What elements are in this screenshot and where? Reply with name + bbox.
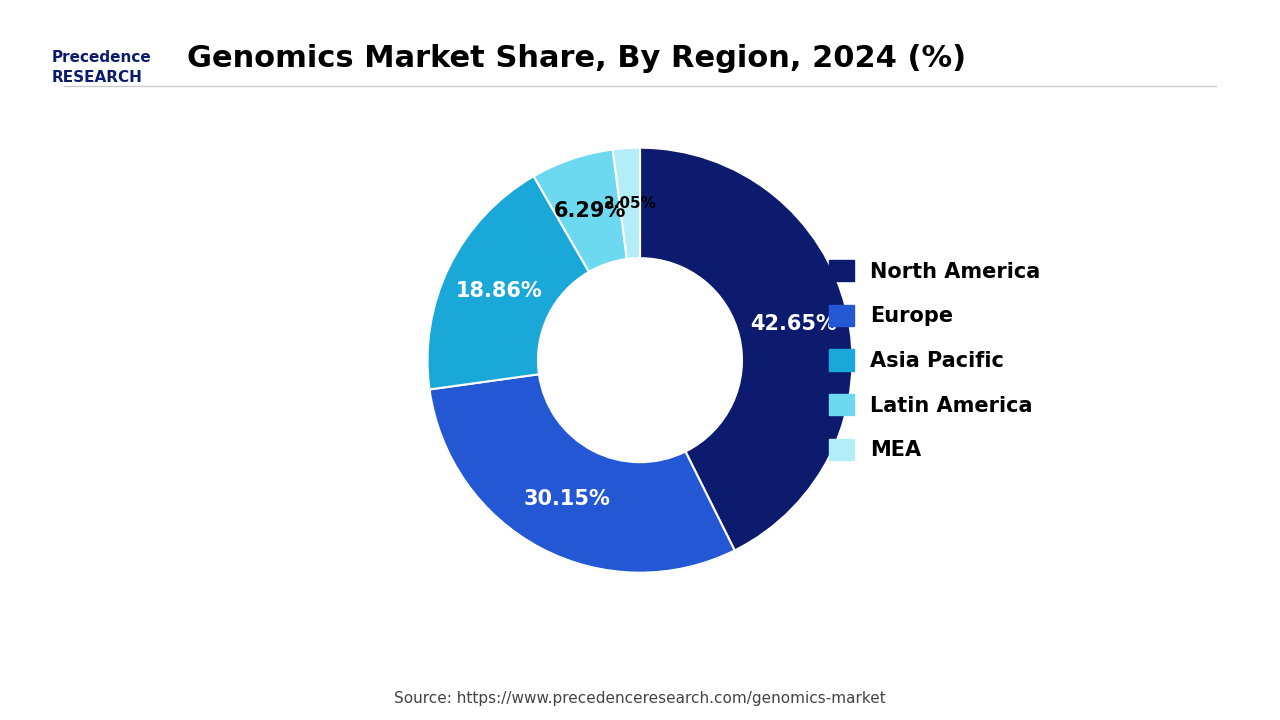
Text: Source: https://www.precedenceresearch.com/genomics-market: Source: https://www.precedenceresearch.c… [394, 691, 886, 706]
Wedge shape [430, 374, 735, 572]
Legend: North America, Europe, Asia Pacific, Latin America, MEA: North America, Europe, Asia Pacific, Lat… [820, 252, 1050, 469]
Wedge shape [640, 148, 852, 550]
Wedge shape [613, 148, 640, 259]
Text: 30.15%: 30.15% [524, 490, 611, 509]
Text: 18.86%: 18.86% [456, 282, 543, 301]
Wedge shape [428, 176, 589, 390]
Text: Precedence
RESEARCH: Precedence RESEARCH [51, 50, 151, 85]
Title: Genomics Market Share, By Region, 2024 (%): Genomics Market Share, By Region, 2024 (… [187, 44, 966, 73]
Text: 42.65%: 42.65% [750, 314, 837, 334]
Text: 6.29%: 6.29% [553, 202, 626, 221]
Wedge shape [534, 150, 627, 272]
Text: 2.05%: 2.05% [603, 196, 657, 211]
